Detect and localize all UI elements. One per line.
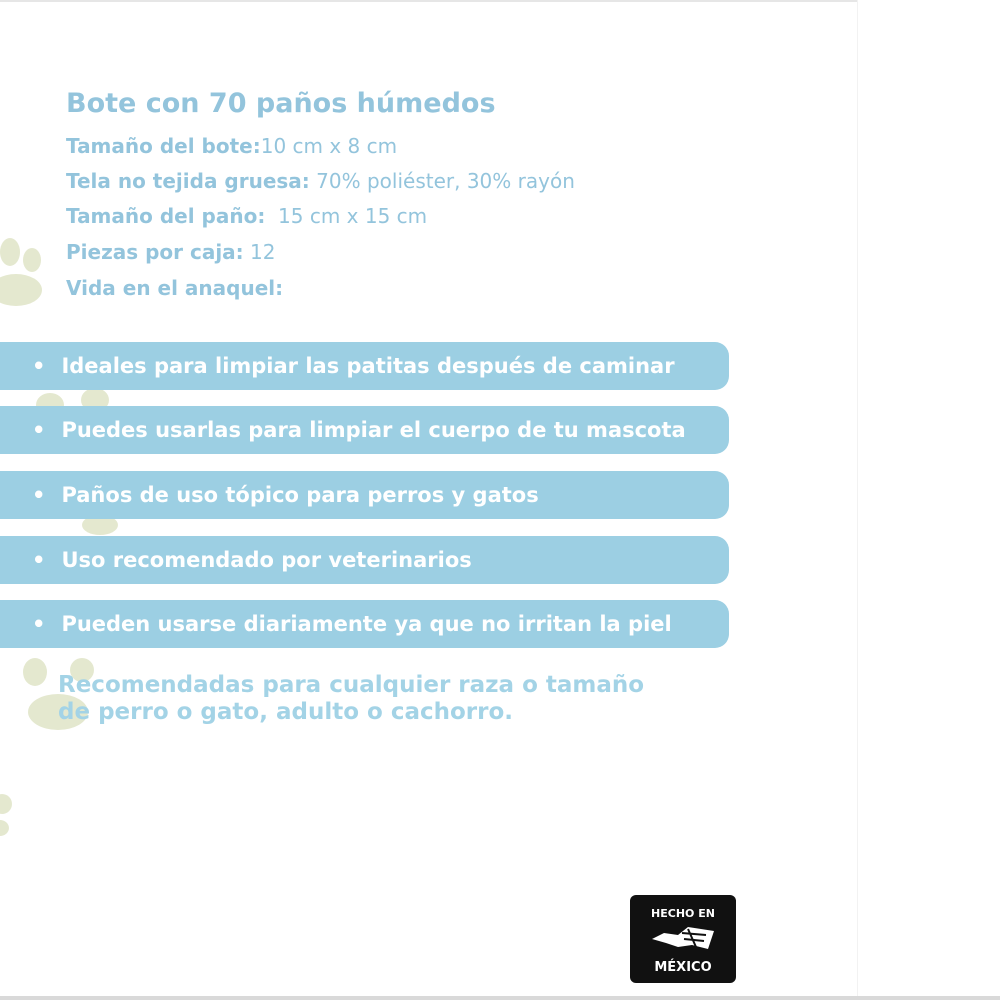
bottom-border [0,996,1000,1000]
spec-value: 12 [243,240,276,264]
spec-wipe-size: Tamaño del paño: 15 cm x 15 cm [66,204,427,228]
paw-print-icon [0,238,42,306]
spec-label: Piezas por caja: [66,240,244,264]
right-border [857,0,858,996]
feature-text: Ideales para limpiar las patitas después… [61,354,675,378]
feature-item: • Puedes usarlas para limpiar el cuerpo d… [0,406,729,454]
feature-text: Uso recomendado por veterinarios [61,548,472,572]
feature-item: • Paños de uso tópico para perros y gatos [0,471,729,519]
recommendation-line: de perro o gato, adulto o cachorro. [58,699,514,725]
spec-value: 15 cm x 15 cm [265,204,428,228]
badge-bottom-text: MÉXICO [654,960,712,975]
eagle-icon [652,927,714,949]
feature-text: Puedes usarlas para limpiar el cuerpo de… [61,418,686,442]
recommendation-line: Recomendadas para cualquier raza o tamañ… [58,672,645,698]
spec-label: Tela no tejida gruesa: [66,169,310,193]
feature-item: • Uso recomendado por veterinarios [0,536,729,584]
bullet-icon: • [32,354,46,378]
spec-pieces: Piezas por caja: 12 [66,240,275,264]
bullet-icon: • [32,418,46,442]
feature-item: • Ideales para limpiar las patitas despué… [0,342,729,390]
spec-label: Tamaño del bote: [66,134,261,158]
spec-value: 70% poliéster, 30% rayón [309,169,575,193]
bullet-icon: • [32,483,46,507]
paw-print-icon [0,794,12,836]
top-border [0,0,858,2]
paw-print-icon [23,658,94,730]
bullet-icon: • [32,612,46,636]
hecho-en-mexico-logo: HECHO EN MÉXICO [630,895,736,983]
spec-shelf-life: Vida en el anaquel: [66,276,283,300]
recommendation-text: Recomendadas para cualquier raza o tamañ… [58,672,644,726]
spec-label: Vida en el anaquel: [66,276,284,300]
product-title: Bote con 70 paños húmedos [66,88,496,119]
feature-text: Pueden usarse diariamente ya que no irri… [61,612,672,636]
spec-container-size: Tamaño del bote:10 cm x 8 cm [66,134,397,158]
spec-label: Tamaño del paño: [66,204,266,228]
feature-item: • Pueden usarse diariamente ya que no irr… [0,600,729,648]
spec-fabric: Tela no tejida gruesa: 70% poliéster, 30… [66,169,575,193]
badge-top-text: HECHO EN [651,907,715,920]
spec-value: 10 cm x 8 cm [260,134,398,158]
bullet-icon: • [32,548,46,572]
feature-text: Paños de uso tópico para perros y gatos [61,483,539,507]
